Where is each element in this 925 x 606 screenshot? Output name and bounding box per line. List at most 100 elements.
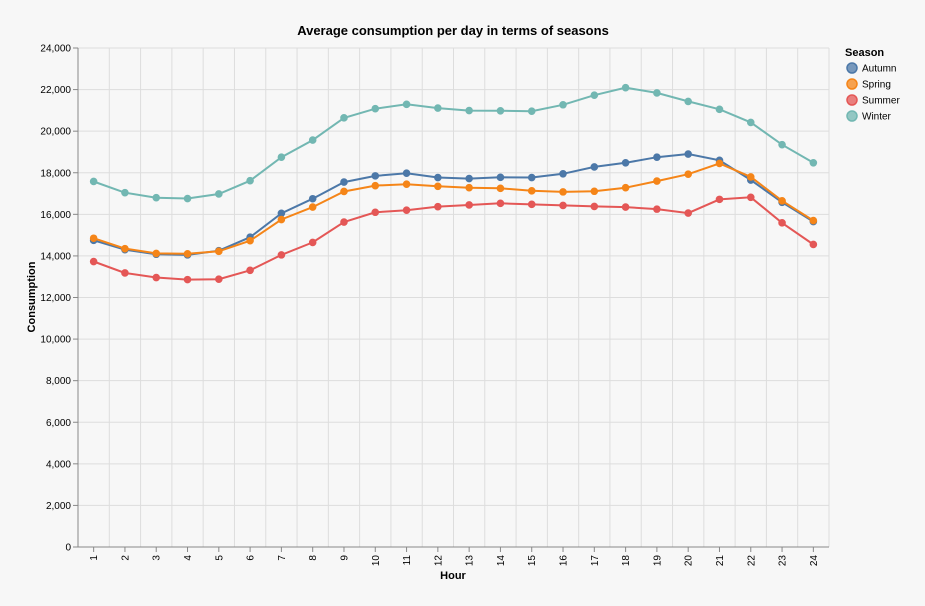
x-tick-label: 13 (465, 555, 476, 567)
data-point-winter (434, 104, 442, 112)
x-tick-label: 6 (246, 555, 257, 561)
series-spring (89, 159, 818, 258)
data-point-winter (465, 106, 473, 115)
x-tick-label: 24 (809, 555, 820, 567)
data-point-autumn (590, 163, 599, 171)
data-point-autumn (621, 158, 630, 167)
data-point-winter (496, 106, 505, 115)
data-point-summer (778, 219, 786, 227)
y-tick-label: 4,000 (46, 459, 71, 470)
data-point-autumn (371, 172, 380, 180)
series-line-winter (93, 86, 814, 200)
data-point-summer (809, 240, 818, 249)
y-tick-label: 0 (65, 543, 71, 554)
x-tick-label: 9 (339, 555, 350, 561)
y-tick-label: 2,000 (46, 501, 71, 512)
data-point-spring (277, 215, 286, 224)
x-tick-label: 16 (559, 555, 570, 567)
x-tick-label: 23 (778, 555, 789, 567)
legend-symbol (846, 110, 858, 122)
x-tick-label: 10 (371, 555, 382, 567)
data-point-autumn (684, 150, 692, 158)
y-tick-label: 18,000 (40, 168, 71, 179)
data-point-winter (308, 136, 317, 144)
legend-symbol (846, 78, 858, 90)
data-point-summer (152, 273, 161, 282)
data-point-summer (746, 193, 755, 202)
data-point-winter (809, 158, 818, 167)
data-point-spring (778, 197, 786, 205)
data-point-winter (590, 91, 599, 99)
data-point-winter (559, 100, 567, 109)
data-point-spring (152, 249, 161, 258)
x-tick-label: 15 (527, 555, 538, 567)
data-point-summer (89, 257, 98, 266)
legend-label: Spring (862, 80, 891, 91)
data-point-summer (183, 275, 192, 284)
data-point-summer (340, 218, 348, 226)
legend-item-winter: Winter (846, 110, 892, 123)
data-point-summer (527, 200, 536, 209)
data-point-winter (89, 177, 98, 186)
data-point-spring (715, 159, 724, 168)
data-point-summer (559, 201, 567, 210)
x-axis: 1 2 3 4 5 6 7 8 9 10 11 12 13 14 15 16 17 18 19 20 21 22 23 24 (78, 546, 829, 567)
series-line-spring (93, 162, 814, 255)
y-axis-title: Consumption (26, 261, 38, 332)
x-tick-label: 14 (496, 555, 507, 567)
y-tick-label: 14,000 (40, 251, 71, 262)
data-point-autumn (340, 178, 348, 186)
data-point-summer (277, 251, 286, 259)
y-axis: 0 2,000 4,000 6,000 8,000 10,000 12,000 14,000 1… (40, 44, 79, 554)
data-point-summer (121, 269, 129, 277)
legend-symbol (846, 62, 858, 74)
data-point-spring (434, 182, 442, 191)
data-point-winter (527, 107, 536, 116)
y-tick-label: 24,000 (40, 44, 71, 55)
legend-item-summer: Summer (846, 94, 900, 107)
legend-item-spring: Spring (846, 78, 891, 91)
data-point-autumn (527, 173, 536, 182)
series-winter (89, 83, 818, 203)
x-tick-label: 17 (590, 555, 601, 567)
data-point-winter (340, 114, 348, 122)
data-point-spring (183, 250, 192, 258)
legend-item-autumn: Autumn (846, 62, 896, 75)
data-point-winter (246, 176, 254, 185)
x-tick-label: 22 (746, 555, 757, 567)
data-point-spring (246, 236, 254, 245)
x-tick-label: 4 (183, 555, 194, 561)
data-point-autumn (496, 173, 505, 182)
data-point-summer (434, 202, 442, 211)
series-group (89, 83, 818, 284)
x-tick-label: 7 (277, 555, 288, 561)
y-tick-label: 8,000 (46, 376, 71, 387)
data-point-spring (684, 170, 692, 179)
series-summer (89, 193, 818, 284)
x-axis-title: Hour (440, 570, 466, 582)
x-tick-label: 8 (308, 555, 319, 561)
data-point-spring (559, 188, 567, 196)
x-tick-label: 5 (214, 555, 225, 561)
y-tick-label: 22,000 (40, 85, 71, 96)
data-point-winter (121, 188, 129, 197)
chart-title: Average consumption per day in terms of … (297, 23, 609, 38)
data-point-spring (121, 244, 129, 253)
x-tick-label: 1 (89, 555, 100, 561)
x-tick-label: 18 (621, 555, 632, 567)
y-tick-label: 20,000 (40, 127, 71, 138)
x-tick-label: 19 (652, 555, 663, 567)
data-point-winter (402, 100, 411, 109)
x-tick-label: 2 (120, 555, 131, 561)
data-point-spring (746, 173, 755, 181)
data-point-spring (215, 247, 223, 256)
data-point-autumn (559, 169, 567, 178)
y-tick-label: 10,000 (40, 335, 71, 346)
data-point-summer (715, 195, 724, 204)
data-point-spring (89, 234, 98, 243)
data-point-summer (371, 208, 380, 217)
data-point-spring (527, 187, 536, 195)
y-tick-label: 16,000 (40, 210, 71, 221)
legend-label: Summer (862, 96, 900, 107)
x-tick-label: 21 (715, 555, 726, 567)
